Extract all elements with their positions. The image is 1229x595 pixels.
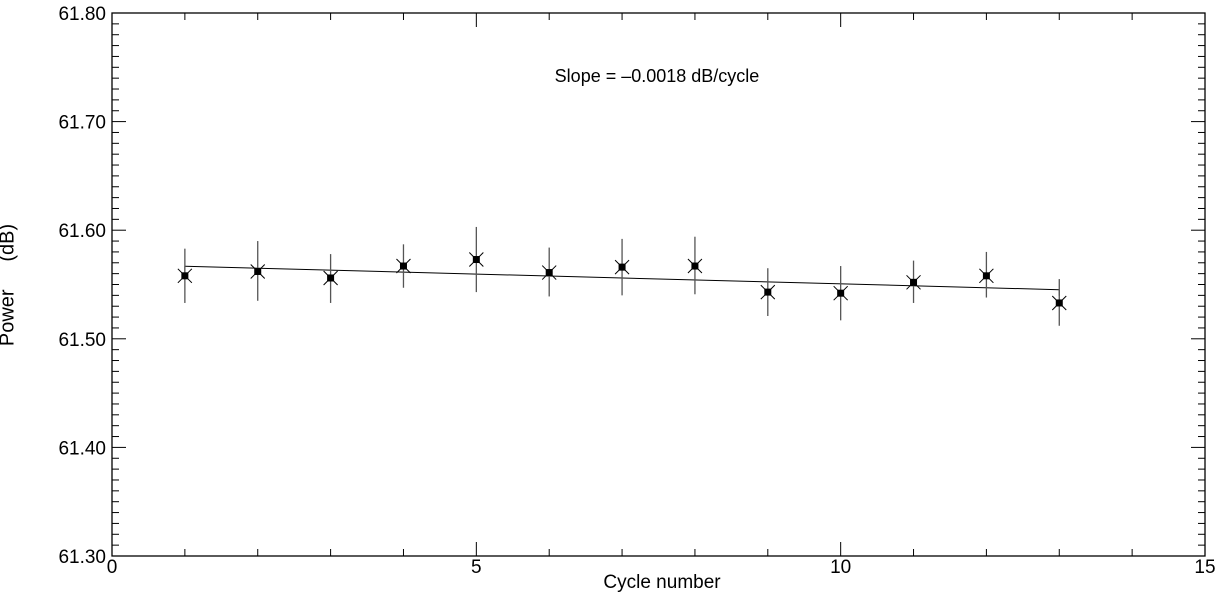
slope-annotation: Slope = –0.0018 dB/cycle [555,66,760,86]
y-tick-label: 61.60 [58,221,106,242]
data-point-marker [691,263,698,270]
data-point-marker [546,269,553,276]
errorbars-layer [185,227,1059,326]
y-tick-label: 61.50 [58,330,106,351]
data-point-marker [983,272,990,279]
axes-frame [112,13,1205,556]
y-tick-label: 61.70 [58,113,106,134]
y-axis-label-unit: (dB) [0,224,19,262]
data-point-marker [400,263,407,270]
x-tick-label: 5 [471,557,482,578]
data-point-marker [473,256,480,263]
x-tick-label: 0 [107,557,118,578]
data-point-marker [327,274,334,281]
x-tick-label: 10 [830,557,851,578]
data-point-marker [837,290,844,297]
y-axis-label-main: Power [0,289,19,346]
data-point-marker [764,289,771,296]
x-axis-label: Cycle number [603,572,721,593]
data-point-marker [254,268,261,275]
data-point-marker [910,279,917,286]
plot-frame [112,13,1205,556]
axis-ticks [112,13,1205,556]
data-point-marker [181,272,188,279]
data-point-marker [1056,299,1063,306]
y-tick-label: 61.80 [58,4,106,25]
y-tick-label: 61.30 [58,547,106,568]
tick-labels: 61.30 61.40 61.50 61.60 61.70 61.80 0 5 10 15 [58,4,1215,578]
data-point-marker [619,264,626,271]
y-tick-label: 61.40 [58,438,106,459]
x-tick-label: 15 [1194,557,1215,578]
